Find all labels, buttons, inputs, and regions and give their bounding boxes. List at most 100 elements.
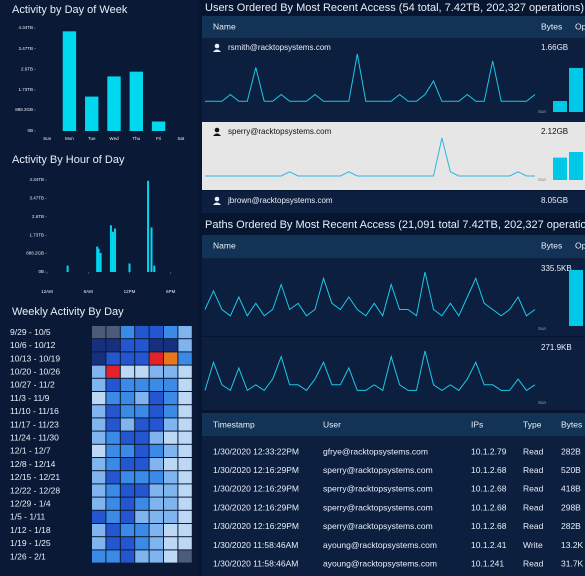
column-header: IPs — [471, 419, 483, 429]
heat-cell — [106, 392, 120, 405]
heat-cell — [178, 471, 192, 484]
heat-cell — [92, 392, 106, 405]
column-header: User — [323, 419, 341, 429]
cell: Read — [523, 521, 544, 531]
x-tick-label: Sun — [43, 136, 52, 141]
heat-cell — [164, 326, 178, 339]
axis-label: Sun — [538, 400, 547, 405]
bar — [151, 121, 166, 131]
heat-cell — [149, 484, 163, 497]
y-tick-label: 4.34TB — [18, 25, 33, 30]
mini-bar — [569, 152, 583, 180]
x-tick-label: Tue — [88, 136, 96, 141]
column-header: Bytes — [561, 419, 582, 429]
heat-cell — [92, 326, 106, 339]
heat-cell — [149, 339, 163, 352]
heat-cell — [178, 431, 192, 444]
heat-cell — [92, 418, 106, 431]
bar — [96, 246, 99, 272]
heat-cell — [178, 458, 192, 471]
heat-cell — [120, 471, 135, 484]
cell: 1/30/2020 11:58:46AM — [213, 558, 298, 568]
bar — [112, 231, 114, 272]
x-tick-label: Fri — [156, 136, 161, 141]
x-tick-label: Sat — [177, 136, 185, 141]
heat-cell — [178, 326, 192, 339]
axis-label: Sun — [538, 326, 547, 331]
bar — [97, 248, 100, 272]
heat-cell — [178, 405, 192, 418]
heat-cell — [135, 378, 149, 391]
cell: Read — [523, 465, 544, 475]
heat-cell — [135, 365, 149, 378]
heat-cell — [106, 524, 120, 537]
cell: 10.1.2.68 — [471, 521, 507, 531]
row-label: 1/26 - 2/1 — [10, 551, 46, 561]
heat-cell — [92, 471, 106, 484]
bytes: 335.5KB — [541, 264, 572, 273]
cell: Write — [523, 540, 543, 550]
user-name: jbrown@racktopsystems.com — [227, 196, 333, 205]
heat-cell — [178, 524, 192, 537]
cell: Read — [523, 558, 544, 568]
heat-cell — [92, 405, 106, 418]
heat-cell — [149, 458, 163, 471]
heat-cell — [149, 418, 163, 431]
heat-cell — [178, 392, 192, 405]
y-tick-label: 4.34TB — [29, 177, 44, 182]
heat-cell — [92, 458, 106, 471]
heat-cell — [120, 497, 135, 510]
heat-cell — [149, 392, 163, 405]
heat-cell — [120, 444, 135, 457]
cell: 1/30/2020 12:16:29PM — [213, 484, 299, 494]
heat-cell — [149, 431, 163, 444]
heat-cell — [135, 405, 149, 418]
heat-cell — [149, 405, 163, 418]
cell: Read — [523, 484, 544, 494]
heat-cell — [135, 524, 149, 537]
heat-cell — [164, 405, 178, 418]
x-tick-label: Wed — [109, 136, 119, 141]
cell: 10.1.2.41 — [471, 540, 507, 550]
heat-cell — [164, 431, 178, 444]
heat-cell — [164, 510, 178, 523]
x-tick-label: 12AM — [41, 289, 53, 294]
heat-cell — [178, 444, 192, 457]
heat-cell — [120, 365, 135, 378]
heat-cell — [164, 458, 178, 471]
heat-cell — [164, 471, 178, 484]
heat-cell — [164, 392, 178, 405]
heat-cell — [120, 405, 135, 418]
heat-cell — [106, 418, 120, 431]
heat-cell — [120, 418, 135, 431]
heat-cell — [92, 444, 106, 457]
row-label: 11/17 - 11/23 — [10, 419, 59, 429]
row-label: 1/19 - 1/25 — [10, 538, 51, 548]
sparkline — [205, 137, 535, 177]
row-label: 10/6 - 10/12 — [10, 340, 56, 350]
heat-cell — [135, 458, 149, 471]
cell: ayoung@racktopsystems.com — [323, 540, 437, 550]
cell: 1/30/2020 12:33:22PM — [213, 446, 299, 456]
row-label: 11/24 - 11/30 — [10, 432, 59, 442]
heat-cell — [149, 524, 163, 537]
heat-cell — [164, 550, 178, 563]
column-header: Type — [523, 419, 542, 429]
cell: 1/30/2020 12:16:29PM — [213, 465, 299, 475]
y-tick-label: 0B — [27, 128, 33, 133]
row-label: 10/27 - 11/2 — [10, 380, 55, 390]
cell: 282B — [561, 521, 581, 531]
bar — [114, 228, 117, 272]
row-label: 11/3 - 11/9 — [10, 393, 50, 403]
user-icon — [213, 202, 221, 205]
heat-cell — [164, 444, 178, 457]
heat-cell — [164, 418, 178, 431]
heat-cell — [92, 339, 106, 352]
x-tick-label: Thu — [132, 136, 140, 141]
heat-cell — [120, 537, 135, 550]
heat-cell — [92, 524, 106, 537]
heat-cell — [106, 444, 120, 457]
cell: 1/30/2020 12:16:29PM — [213, 521, 299, 531]
heat-cell — [120, 484, 135, 497]
